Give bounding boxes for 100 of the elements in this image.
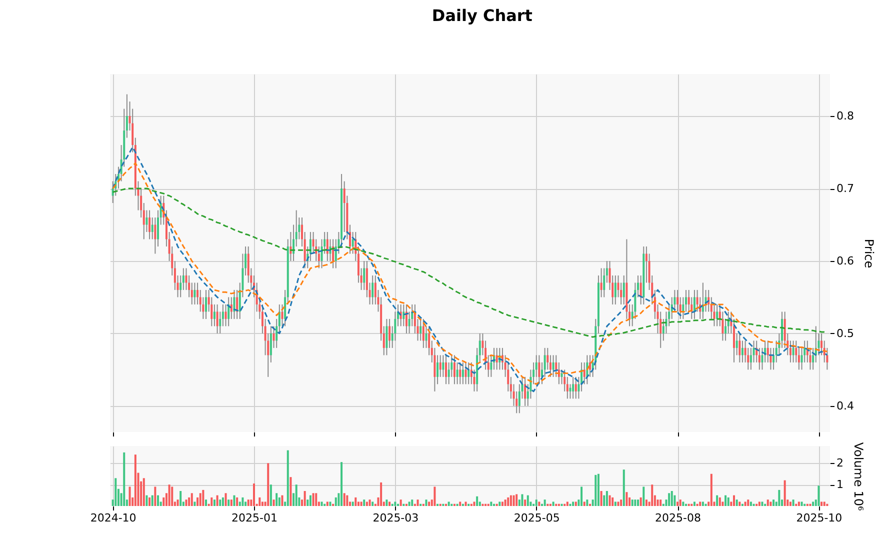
bar bbox=[202, 490, 204, 506]
bar bbox=[772, 500, 775, 506]
bar bbox=[416, 500, 419, 506]
bar bbox=[372, 502, 374, 506]
bar bbox=[490, 502, 492, 506]
bar bbox=[146, 495, 148, 506]
candlestick bbox=[216, 304, 218, 334]
bar bbox=[134, 454, 136, 506]
bar bbox=[656, 500, 659, 506]
bar bbox=[521, 494, 524, 506]
bar bbox=[679, 500, 682, 506]
bar bbox=[608, 495, 611, 506]
y-tick-label: 0.7 bbox=[836, 182, 854, 195]
candlestick bbox=[148, 210, 151, 240]
candlestick bbox=[236, 289, 238, 320]
bar bbox=[295, 484, 298, 506]
bar bbox=[242, 497, 244, 506]
bar bbox=[216, 495, 218, 506]
y-tick-label: 0.5 bbox=[836, 326, 854, 340]
bar bbox=[699, 502, 702, 506]
bar bbox=[778, 490, 780, 506]
bar bbox=[428, 502, 430, 506]
y-axis-title: Price bbox=[862, 238, 876, 268]
bar bbox=[758, 502, 760, 506]
bar bbox=[597, 474, 600, 506]
candlestick bbox=[402, 304, 405, 327]
candlestick bbox=[792, 340, 794, 363]
bar bbox=[750, 502, 752, 506]
candlestick bbox=[462, 362, 464, 385]
bar bbox=[315, 493, 318, 506]
candlestick bbox=[459, 362, 462, 385]
bar bbox=[222, 497, 224, 506]
bar bbox=[682, 502, 684, 506]
candlestick bbox=[436, 354, 439, 385]
bar bbox=[798, 502, 800, 506]
candlestick bbox=[233, 289, 236, 320]
bar bbox=[258, 497, 261, 506]
candlestick bbox=[716, 304, 718, 327]
candlestick bbox=[552, 354, 554, 378]
bar bbox=[360, 502, 362, 506]
candlestick bbox=[453, 354, 456, 385]
candlestick bbox=[422, 318, 424, 348]
bar bbox=[792, 500, 794, 506]
bar bbox=[408, 502, 410, 506]
candlestick bbox=[205, 289, 207, 320]
candlestick bbox=[388, 318, 391, 348]
bar bbox=[524, 500, 526, 506]
bar bbox=[188, 497, 190, 506]
bar bbox=[612, 497, 614, 506]
bar bbox=[464, 502, 467, 506]
bar bbox=[388, 502, 391, 506]
bar bbox=[459, 502, 462, 506]
bar bbox=[724, 495, 727, 506]
bar bbox=[727, 497, 730, 506]
bar bbox=[710, 474, 712, 506]
bar bbox=[476, 496, 478, 506]
bar bbox=[162, 497, 165, 506]
candlestick bbox=[468, 362, 470, 385]
bar bbox=[516, 494, 518, 506]
bar bbox=[770, 502, 772, 506]
bar bbox=[580, 486, 583, 506]
bar bbox=[572, 502, 574, 506]
bar bbox=[290, 477, 292, 506]
bar bbox=[718, 497, 721, 506]
bar bbox=[247, 500, 250, 506]
bar bbox=[366, 502, 368, 506]
candlestick bbox=[439, 354, 442, 378]
bar bbox=[660, 500, 662, 506]
bar bbox=[586, 500, 588, 506]
candlestick bbox=[574, 376, 577, 400]
bar bbox=[512, 495, 515, 506]
bar bbox=[651, 484, 654, 506]
x-tick-label: 2025-03 bbox=[372, 512, 419, 524]
bar bbox=[603, 495, 606, 506]
y-tick-label: 0.6 bbox=[836, 254, 854, 268]
bar bbox=[363, 500, 366, 506]
bar bbox=[620, 500, 622, 506]
candlestick bbox=[524, 376, 526, 406]
y-tick-label: 1 bbox=[836, 478, 844, 492]
candlestick bbox=[614, 274, 616, 305]
bar bbox=[368, 500, 371, 506]
bar bbox=[154, 486, 156, 506]
candlestick bbox=[213, 304, 216, 327]
bar bbox=[670, 491, 673, 506]
chart-title: Daily Chart bbox=[432, 6, 533, 25]
bar bbox=[142, 478, 145, 506]
x-tick-label: 2025-05 bbox=[514, 512, 560, 524]
candlestick bbox=[442, 354, 444, 378]
bar bbox=[148, 497, 151, 506]
bar bbox=[747, 500, 750, 506]
candlestick bbox=[738, 332, 741, 363]
bar bbox=[236, 497, 238, 506]
candlestick bbox=[386, 318, 388, 356]
candlestick bbox=[572, 376, 574, 400]
candlestick bbox=[693, 289, 696, 320]
candlestick bbox=[741, 340, 744, 363]
bar bbox=[244, 502, 247, 506]
bar bbox=[434, 486, 436, 506]
bar bbox=[448, 502, 450, 506]
bar bbox=[818, 486, 820, 506]
